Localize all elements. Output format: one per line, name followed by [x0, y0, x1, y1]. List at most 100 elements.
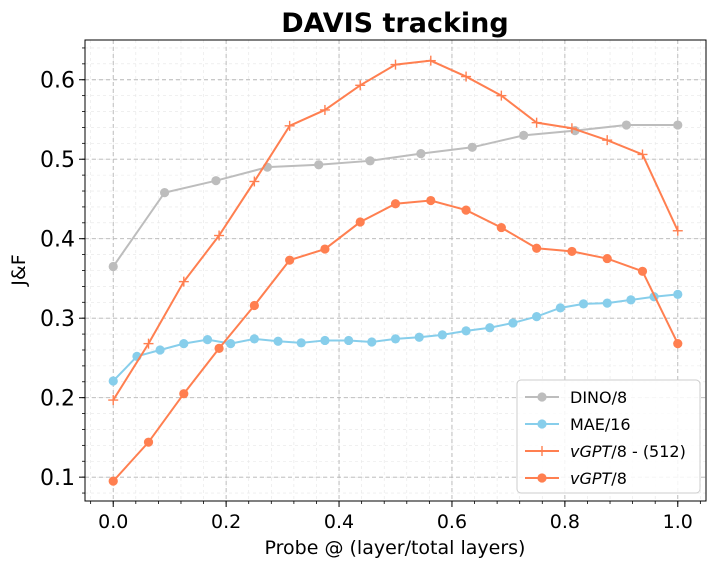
y-tick-label: 0.4	[40, 228, 75, 253]
data-point	[390, 59, 401, 70]
data-point	[344, 335, 354, 346]
data-point	[284, 120, 295, 131]
y-axis-label: J&F	[8, 254, 30, 286]
legend: DINO/8 MAE/16 vGPT/8 - (512) vGPT/8	[516, 379, 701, 494]
legend-label: vGPT/8 - (512)	[570, 442, 686, 461]
data-point	[461, 71, 472, 82]
data-point	[143, 338, 154, 349]
data-point	[355, 217, 365, 227]
data-point	[249, 334, 259, 344]
data-point	[555, 303, 565, 313]
y-tick-label: 0.3	[40, 307, 75, 332]
data-point	[673, 120, 683, 130]
y-tick-label: 0.5	[40, 148, 75, 173]
data-point	[365, 156, 375, 166]
data-point	[673, 339, 683, 349]
data-point	[621, 120, 631, 130]
series-1	[108, 289, 683, 386]
x-tick-label: 0.8	[550, 511, 580, 533]
data-point	[626, 295, 636, 305]
data-point	[143, 437, 154, 447]
data-point	[566, 123, 577, 134]
data-point	[426, 195, 436, 206]
data-point	[214, 343, 224, 353]
x-tick-label: 0.4	[324, 511, 354, 533]
data-point	[179, 389, 189, 399]
data-point	[355, 80, 366, 91]
data-point	[508, 318, 518, 328]
data-point	[567, 246, 577, 257]
data-point	[320, 335, 330, 346]
legend-swatch-marker	[537, 419, 547, 429]
data-point	[179, 339, 189, 349]
data-point	[602, 135, 613, 146]
data-point	[296, 338, 306, 348]
data-point	[673, 289, 683, 299]
legend-item: vGPT/8	[525, 469, 627, 488]
data-point	[461, 205, 471, 215]
data-point	[390, 199, 401, 209]
legend-box	[516, 379, 701, 494]
data-point	[578, 299, 589, 309]
legend-item: MAE/16	[525, 415, 631, 434]
data-point	[108, 376, 118, 386]
data-point	[602, 298, 612, 308]
data-point	[485, 323, 495, 333]
data-point	[390, 334, 401, 344]
data-point	[202, 335, 213, 345]
legend-swatch-marker	[537, 446, 547, 456]
data-point	[532, 312, 542, 322]
series-2	[108, 55, 683, 406]
data-point	[160, 188, 170, 198]
series-group	[108, 55, 683, 486]
legend-label: vGPT/8	[570, 469, 627, 488]
data-point	[532, 243, 542, 253]
x-tick-label: 0.6	[437, 511, 467, 533]
series-3	[108, 195, 683, 486]
legend-swatch-marker	[537, 392, 547, 402]
data-point	[496, 222, 506, 233]
y-tick-label: 0.2	[40, 387, 75, 412]
data-point	[531, 117, 542, 128]
data-point	[320, 244, 330, 254]
x-tick-label: 1.0	[663, 511, 693, 533]
data-point	[637, 149, 648, 160]
data-point	[416, 149, 426, 159]
x-tick-label: 0.0	[98, 511, 128, 533]
data-point	[414, 332, 424, 342]
data-point	[226, 339, 236, 349]
data-point	[108, 395, 119, 406]
legend-swatch-marker	[537, 473, 547, 483]
legend-item: vGPT/8 - (512)	[525, 442, 686, 461]
data-point	[437, 330, 447, 340]
data-point	[367, 337, 377, 347]
series-0	[108, 120, 683, 272]
y-tick-label: 0.1	[40, 466, 75, 491]
data-point	[249, 300, 259, 311]
data-point	[178, 276, 189, 287]
data-point	[249, 176, 260, 187]
data-point	[467, 142, 477, 152]
y-tick-label: 0.6	[40, 69, 75, 94]
data-point	[285, 255, 295, 265]
series-line	[112, 59, 679, 401]
legend-label: DINO/8	[570, 388, 627, 407]
x-tick-label: 0.2	[211, 511, 241, 533]
data-point	[519, 130, 529, 140]
data-point	[319, 104, 330, 115]
data-point	[314, 160, 324, 170]
data-point	[211, 176, 221, 186]
data-point	[496, 90, 507, 101]
data-point	[108, 261, 118, 272]
series-line	[112, 124, 678, 268]
data-point	[461, 326, 471, 336]
axis-ticks: 0.0 0.2 0.4 0.6 0.8 1.0 0.1 0.2 0.3 0.4 0.5 0.6	[40, 47, 701, 533]
data-point	[672, 225, 683, 236]
data-point	[155, 345, 165, 355]
x-axis-label: Probe @ (layer/total layers)	[265, 537, 526, 559]
chart-title: DAVIS tracking	[281, 8, 508, 39]
data-point	[273, 336, 283, 346]
data-point	[214, 230, 225, 241]
data-point	[108, 476, 118, 486]
